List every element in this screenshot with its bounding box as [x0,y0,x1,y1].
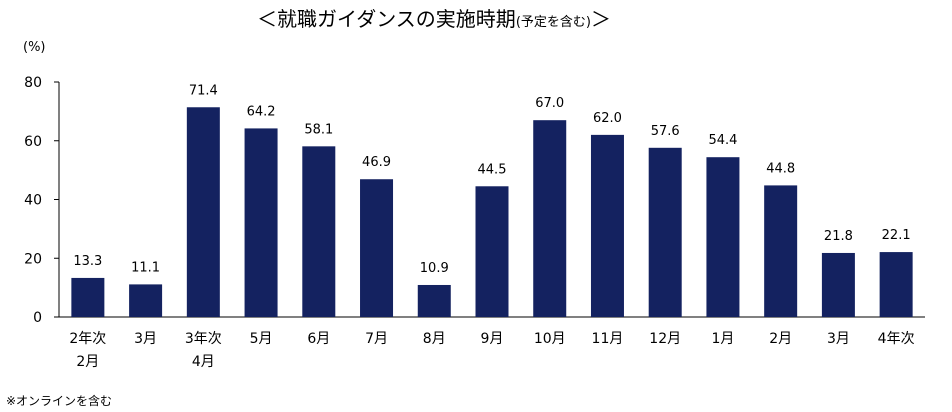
value-label: 58.1 [304,122,333,137]
category-label: 3月 [134,331,157,347]
bar [129,284,163,317]
bar [764,185,798,317]
bar [821,252,855,317]
value-label: 21.8 [824,229,853,244]
value-label: 71.4 [189,83,218,98]
y-tick-label: 60 [24,134,42,150]
bar [475,186,509,317]
value-label: 57.6 [651,124,680,139]
y-tick-label: 40 [24,193,42,209]
category-label: 2月 [76,354,99,370]
value-label: 44.8 [766,161,795,176]
category-label: 10月 [534,331,566,347]
footnote: ※オンラインを含む [6,393,112,408]
chart-title-note: (予定を含む) [516,14,591,30]
bar [360,179,394,317]
bar [417,284,451,317]
value-label: 46.9 [362,155,391,170]
category-label: 5月 [250,331,273,347]
category-label: 1月 [711,331,734,347]
category-label: 8月 [423,331,446,347]
bar [186,107,220,317]
category-label: 6月 [307,331,330,347]
category-label: 4年次 [878,331,915,347]
bar [302,146,336,317]
value-label: 13.3 [73,254,102,269]
y-axis-unit: (%) [23,40,46,55]
chart-title-main: ＜就職ガイダンスの実施時期 [257,7,516,31]
category-label: 3月 [827,331,850,347]
bar [533,120,567,317]
bar [648,147,682,317]
bar [244,128,278,317]
value-label: 22.1 [882,228,911,243]
category-label: 4月 [192,354,215,370]
value-label: 67.0 [535,96,564,111]
value-label: 54.4 [708,133,737,148]
category-label: 2月 [769,331,792,347]
category-label: 2年次 [69,331,106,347]
y-tick-label: 0 [33,310,42,326]
category-labels-group: 2年次 2月 3月 3年次 4月 5月 6月 7月 8月 9月 10月 11月 12月 1月 2月 3月 4年次 [69,331,914,370]
category-label: 12月 [649,331,681,347]
bar [879,252,913,317]
bar [706,157,740,317]
value-label: 64.2 [247,104,276,119]
bars-group [71,107,913,317]
y-tick-label: 80 [24,75,42,91]
bar [71,277,105,317]
value-label: 44.5 [478,162,507,177]
chart-title: ＜就職ガイダンスの実施時期(予定を含む)＞ [257,7,611,31]
chart-title-close: ＞ [591,7,611,31]
y-axis-ticks: 0 20 40 60 80 [24,75,59,326]
y-tick-label: 20 [24,251,42,267]
value-label: 10.9 [420,261,449,276]
category-label: 3年次 [185,331,222,347]
category-label: 9月 [481,331,504,347]
category-label: 11月 [592,331,624,347]
value-label: 11.1 [131,260,160,275]
category-label: 7月 [365,331,388,347]
value-label: 62.0 [593,111,622,126]
value-labels-group: 13.3 11.1 71.4 64.2 58.1 46.9 10.9 44.5 67.0 62.0… [73,83,910,276]
bar [590,134,624,317]
